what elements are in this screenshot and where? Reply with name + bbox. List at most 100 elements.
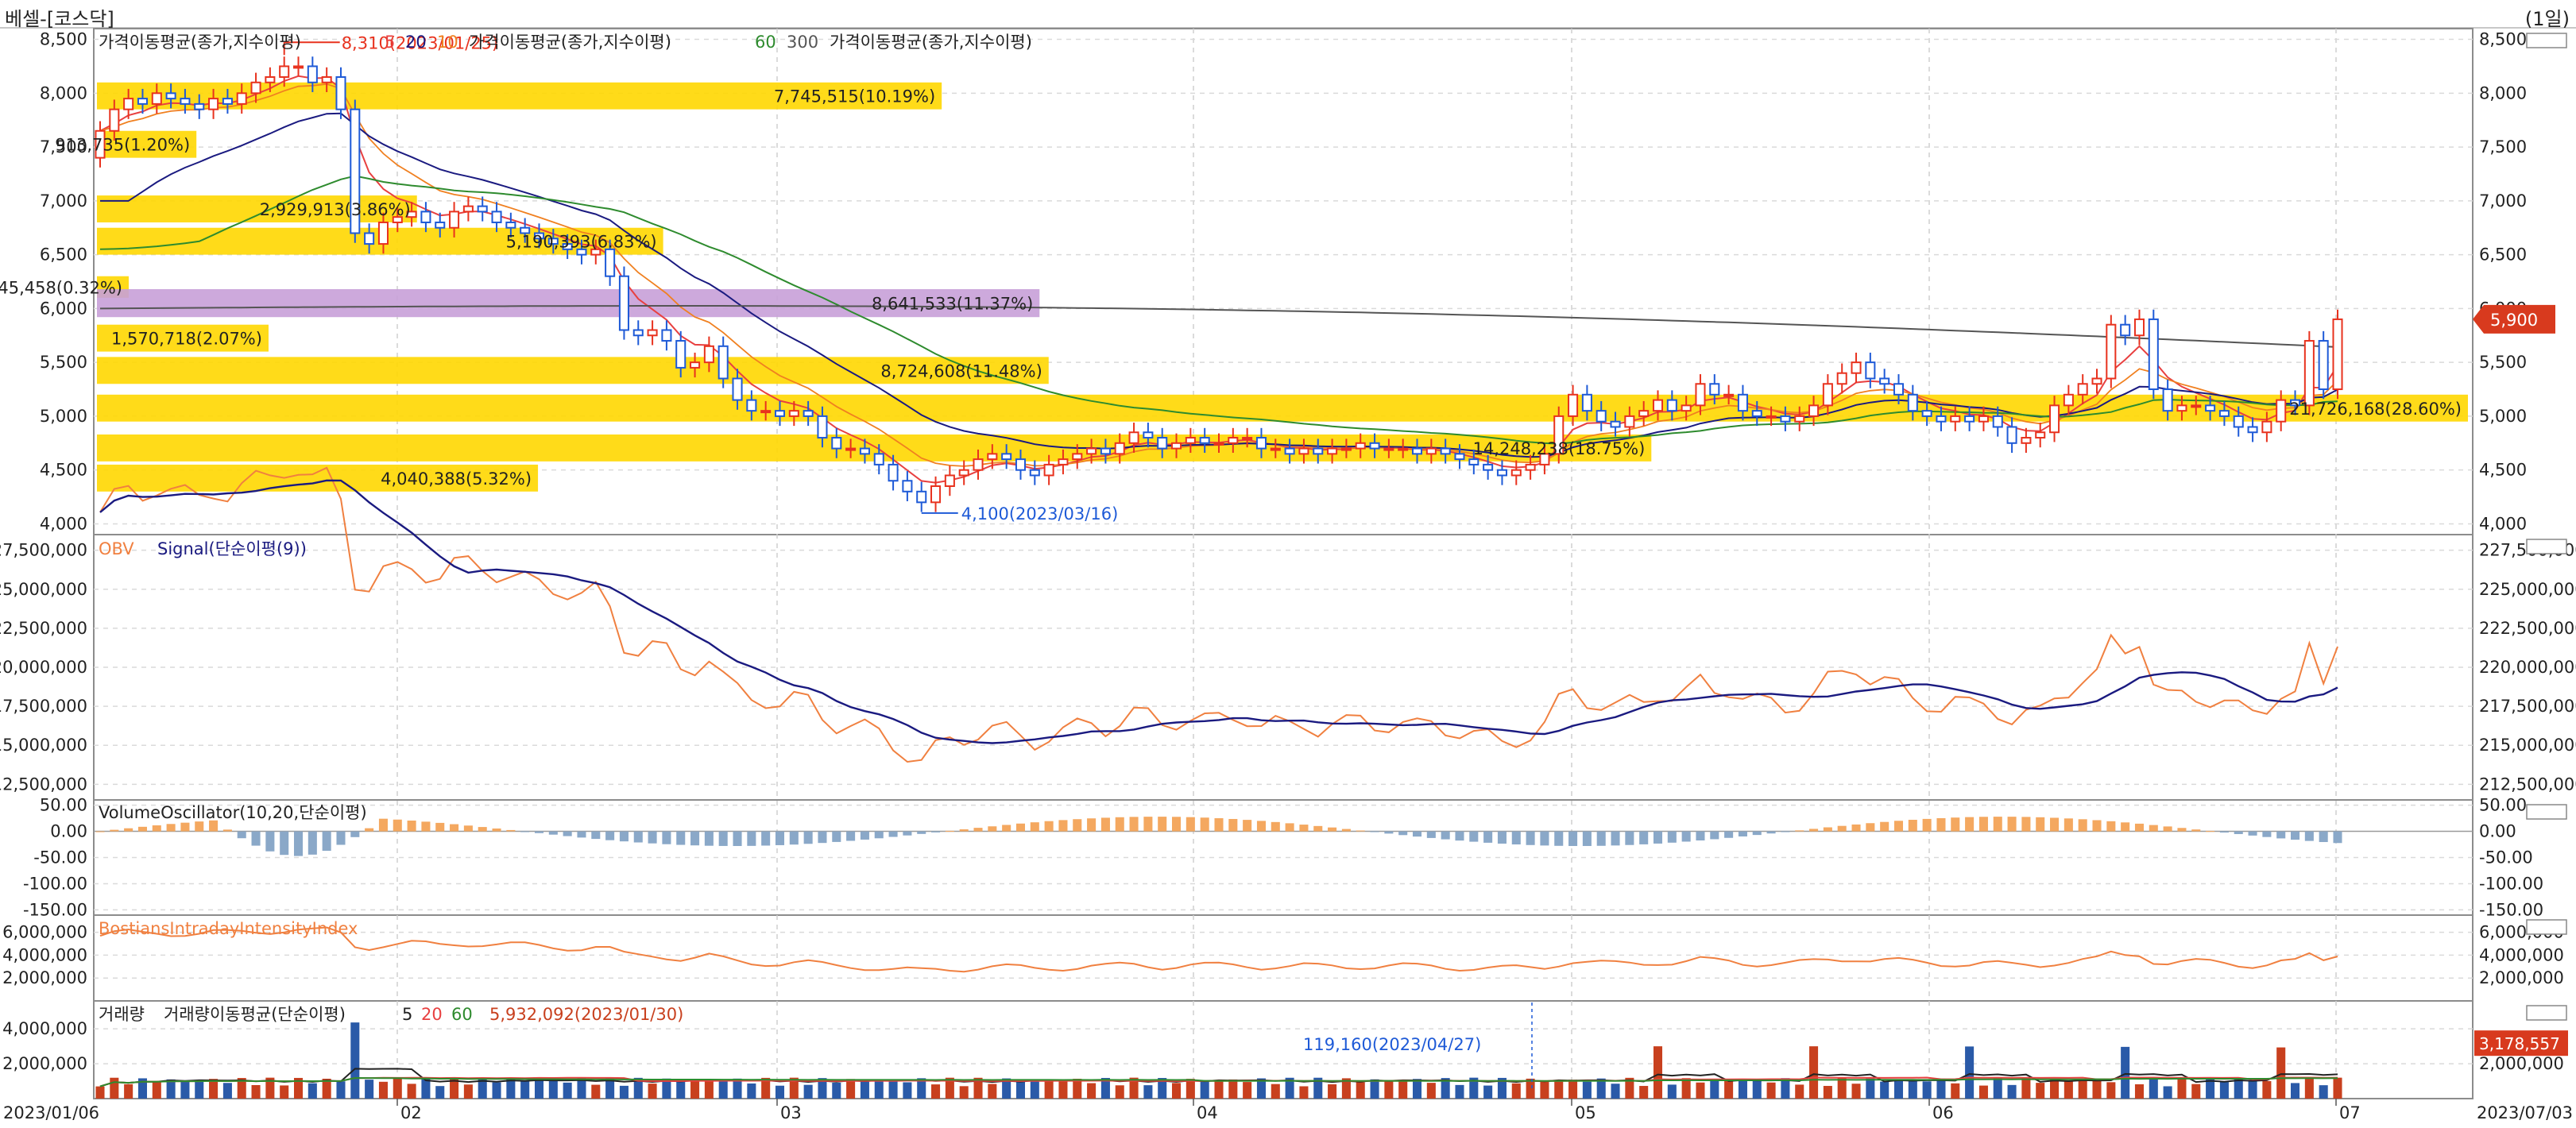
volume-bar bbox=[1469, 1077, 1479, 1099]
volume-profile-bar bbox=[97, 288, 1040, 318]
legend-volume-ma: 거래량이동평균(단순이평) bbox=[164, 1005, 346, 1024]
volume-bar bbox=[1795, 1084, 1804, 1099]
obv-line bbox=[99, 466, 2338, 763]
volume-bar bbox=[1809, 1046, 1819, 1099]
legend-biii: BostiansIntradayIntensityIndex bbox=[99, 919, 358, 938]
vo-bar bbox=[237, 831, 246, 839]
candle-body bbox=[2091, 377, 2102, 385]
price-axis-tick-right: 7,000 bbox=[2479, 191, 2527, 211]
price-axis-tick-left: 6,500 bbox=[40, 245, 87, 265]
volume-bar bbox=[1313, 1077, 1323, 1099]
volume-profile-bar bbox=[97, 464, 539, 492]
candle-body bbox=[590, 248, 601, 256]
price-axis-tick-right: 8,000 bbox=[2479, 83, 2527, 102]
volume-bar bbox=[1625, 1077, 1634, 1099]
panel-control-button-obv[interactable] bbox=[2526, 539, 2567, 554]
volume-bar bbox=[478, 1078, 487, 1099]
volume-bar bbox=[931, 1084, 941, 1099]
panel-control-button-vo[interactable] bbox=[2526, 804, 2567, 820]
candle-body bbox=[1539, 453, 1550, 465]
vol-axis-tick-left: 2,000,000 bbox=[2, 1054, 87, 1073]
volume-bar bbox=[1554, 1080, 1564, 1099]
vo-bar bbox=[2050, 817, 2060, 832]
vo-bar bbox=[166, 824, 176, 832]
candle-body bbox=[1242, 437, 1253, 441]
candle-body bbox=[1086, 447, 1097, 455]
panel-control-button-bi[interactable] bbox=[2526, 919, 2567, 935]
volume-bar bbox=[251, 1084, 261, 1099]
vo-bar bbox=[1568, 831, 1578, 846]
candle-body bbox=[265, 75, 276, 83]
candle-body bbox=[1652, 399, 1664, 412]
vo-bar bbox=[548, 831, 558, 835]
volume-bar bbox=[1412, 1079, 1422, 1099]
volume-bar bbox=[1158, 1078, 1167, 1099]
volume-profile-label: 8,724,608(11.48%) bbox=[880, 361, 1042, 381]
volume-bar bbox=[1384, 1080, 1394, 1099]
candle-body bbox=[632, 329, 644, 337]
volume-bar bbox=[1370, 1079, 1379, 1099]
volume-bar bbox=[704, 1080, 714, 1099]
vo-bar bbox=[492, 828, 501, 832]
volume-bar bbox=[1441, 1078, 1450, 1099]
vo-bar bbox=[336, 831, 346, 845]
price-axis-tick-right: 5,500 bbox=[2479, 353, 2527, 372]
vo-bar bbox=[1426, 831, 1436, 838]
volume-bar bbox=[846, 1079, 856, 1099]
volume-bar bbox=[761, 1077, 771, 1099]
volume-bar bbox=[1511, 1083, 1521, 1099]
volume-bar bbox=[265, 1077, 275, 1099]
candle-body bbox=[208, 98, 219, 110]
vo-bar bbox=[1880, 821, 1889, 832]
vo-bar bbox=[1540, 831, 1549, 846]
volume-bar bbox=[1214, 1080, 1224, 1099]
panel-control-button-price[interactable] bbox=[2526, 33, 2567, 48]
ma60-line bbox=[99, 175, 2338, 445]
volume-bar bbox=[2262, 1080, 2272, 1099]
volume-bar bbox=[988, 1084, 997, 1099]
vo-bar bbox=[648, 831, 657, 844]
stock-chart[interactable]: 8,500 8,500 8,000 8,000 7,500 7,500 7,000 7,000… bbox=[0, 27, 2576, 1128]
low-annotation: 4,100(2023/03/16) bbox=[961, 504, 1119, 523]
volume-bar bbox=[2319, 1085, 2328, 1099]
volume-bar bbox=[1582, 1081, 1592, 1099]
volume-bar bbox=[1200, 1080, 1209, 1099]
candle-body bbox=[1228, 437, 1239, 444]
candle-body bbox=[2233, 415, 2244, 428]
x-axis-label-end: 2023/07/03 bbox=[2477, 1103, 2573, 1122]
volume-bar bbox=[1398, 1080, 1408, 1099]
volume-bar bbox=[1951, 1083, 1960, 1099]
legend-price-ma-1: 가격이동평균(종가,지수이평) bbox=[99, 33, 301, 52]
volume-profile-label: 4,040,388(5.32%) bbox=[381, 469, 532, 489]
volume-bar bbox=[1058, 1081, 1068, 1099]
candle-body bbox=[194, 102, 205, 110]
vo-bar bbox=[1058, 820, 1068, 832]
obv-axis-tick-right: 220,000,000 bbox=[2479, 658, 2576, 677]
volume-bar bbox=[365, 1080, 374, 1099]
candle-body bbox=[364, 232, 375, 245]
candle-body bbox=[1199, 437, 1210, 444]
volume-bar bbox=[1455, 1084, 1464, 1099]
candle-body bbox=[1185, 437, 1196, 444]
volume-bar bbox=[1724, 1080, 1734, 1099]
volume-bar bbox=[917, 1078, 926, 1099]
candle-body bbox=[760, 410, 772, 414]
volume-bar bbox=[2007, 1084, 2017, 1099]
volume-bar bbox=[1015, 1081, 1026, 1099]
candle-body bbox=[491, 211, 502, 223]
obv-axis-tick-left: 22,500,000 bbox=[0, 619, 87, 638]
price-axis-tick-left: 6,000 bbox=[40, 299, 87, 318]
candle-body bbox=[165, 92, 176, 100]
candle-body bbox=[1624, 415, 1635, 428]
legend-ma-param: 10 bbox=[437, 33, 458, 52]
legend-obv-signal: Signal(단순이평(9)) bbox=[157, 539, 307, 558]
vo-bar bbox=[1143, 817, 1153, 832]
candle-body bbox=[1865, 361, 1876, 380]
x-axis-label-start: 2023/01/06 bbox=[3, 1103, 99, 1122]
panel-control-button-vol[interactable] bbox=[2526, 1005, 2567, 1021]
vo-bar bbox=[450, 824, 459, 832]
volume-bar bbox=[378, 1081, 388, 1099]
vo-bar bbox=[761, 831, 771, 846]
candle-body bbox=[1794, 415, 1805, 423]
vo-bar bbox=[2276, 831, 2286, 839]
